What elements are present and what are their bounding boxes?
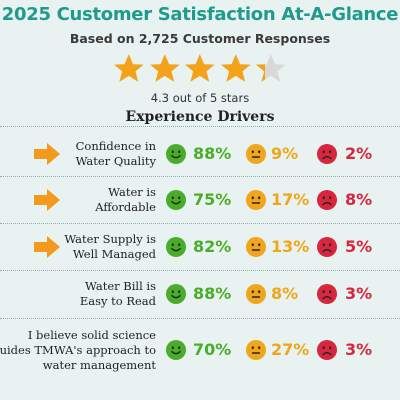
driver-label: Water Bill is Easy to Read [80,279,156,309]
smiley-happy-icon [166,284,186,304]
smiley-sad-icon [317,143,337,164]
section-heading: Experience Drivers [125,109,275,125]
negative-percent: 5% [345,236,373,256]
neutral-percent: 9% [271,143,299,163]
star-icon [256,54,286,82]
divider [0,270,400,271]
driver-label-line: Well Managed [72,246,156,261]
driver-row: Water is Affordable 75% 17% 8% [0,176,400,223]
positive-percent: 88% [193,143,232,163]
neutral-percent: 27% [271,340,310,359]
star-icon [113,54,144,82]
arrow-right-icon [34,188,60,211]
negative-percent: 3% [345,284,373,303]
smiley-neutral-icon [246,340,266,360]
smiley-neutral-icon [246,143,266,164]
smiley-neutral-icon [246,189,266,210]
driver-label-line: water management [42,357,156,372]
rating-text: 4.3 out of 5 stars [150,91,250,105]
negative-percent: 2% [345,143,373,163]
divider [0,223,400,224]
positive-percent: 82% [193,236,232,256]
neutral-percent: 13% [271,236,310,256]
page-title: 2025 Customer Satisfaction At-A-Glance [1,4,399,25]
smiley-happy-icon [166,340,186,360]
divider [0,318,400,319]
driver-label-line: Affordable [95,199,156,214]
driver-label-line: Confidence in [75,138,156,153]
driver-label: Water is Affordable [95,185,156,215]
smiley-sad-icon [317,189,337,210]
driver-label: Water Supply is Well Managed [64,232,156,262]
positive-percent: 75% [193,189,232,209]
smiley-happy-icon [166,143,186,164]
star-icon [220,54,251,82]
driver-row: Water Bill is Easy to Read 88% 8% 3% [0,270,400,318]
driver-label-line: Easy to Read [79,294,156,308]
arrow-right-icon [34,235,60,258]
positive-percent: 88% [193,284,232,303]
smiley-sad-icon [317,284,337,304]
driver-label: Confidence in Water Quality [76,139,156,169]
star-icon [149,54,180,82]
smiley-sad-icon [317,236,337,257]
page-subtitle: Based on 2,725 Customer Responses [69,31,331,46]
divider [0,176,400,177]
driver-label-line: guides TMWA's approach to [0,342,156,357]
neutral-percent: 17% [271,189,310,209]
driver-label-line: I believe solid science [27,327,156,342]
smiley-happy-icon [166,189,186,210]
driver-label-line: Water Supply is [64,231,156,246]
neutral-percent: 8% [271,284,299,303]
smiley-neutral-icon [246,236,266,257]
driver-label-line: Water Bill is [85,279,156,293]
negative-percent: 3% [345,340,373,359]
divider [0,126,400,127]
negative-percent: 8% [345,189,373,209]
smiley-sad-icon [317,340,337,360]
driver-row: I believe solid science guides TMWA's app… [0,318,400,382]
arrow-right-icon [34,142,60,165]
smiley-happy-icon [166,236,186,257]
positive-percent: 70% [193,340,232,359]
driver-label-line: Water Quality [75,153,156,168]
star-icon [185,54,215,82]
driver-row: Confidence in Water Quality 88% 9% 2% [0,131,400,176]
driver-row: Water Supply is Well Managed 82% 13% 5% [0,223,400,270]
driver-label: I believe solid science guides TMWA's app… [0,328,156,373]
smiley-neutral-icon [246,284,266,304]
star-rating [112,52,288,88]
driver-label-line: Water is [108,184,156,199]
